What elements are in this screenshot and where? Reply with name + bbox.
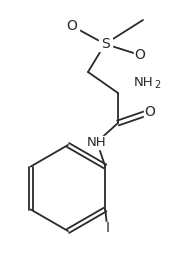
Text: O: O <box>67 19 77 33</box>
Bar <box>137 75 159 88</box>
Text: S: S <box>101 37 109 51</box>
Text: O: O <box>135 48 145 62</box>
Text: NH: NH <box>134 75 154 88</box>
Text: NH: NH <box>87 135 107 149</box>
Bar <box>98 38 112 51</box>
Bar <box>143 106 156 118</box>
Bar <box>133 49 146 61</box>
Text: I: I <box>105 220 109 234</box>
Bar <box>102 221 112 233</box>
Bar <box>89 135 105 149</box>
Bar <box>65 20 79 32</box>
Text: 2: 2 <box>154 80 160 90</box>
Text: O: O <box>145 105 156 119</box>
